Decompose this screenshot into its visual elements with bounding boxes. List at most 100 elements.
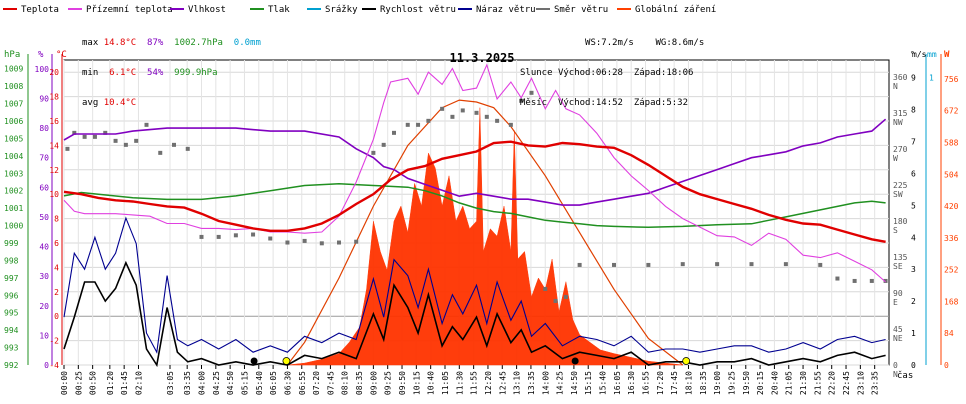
moon-moonset-marker (250, 357, 258, 365)
stats-min-temp: 6.1°C (109, 68, 137, 78)
wind-direction-dot (319, 241, 324, 246)
x-tick-label: 00:50 (89, 371, 98, 395)
wind-direction-dot (495, 118, 500, 123)
x-tick-label: 04:25 (212, 371, 221, 395)
stats-min-press: 999.9hPa (174, 68, 218, 78)
x-tick-label: 20:40 (770, 371, 779, 395)
wind-direction-dot (65, 146, 70, 151)
wind-direction-dot (371, 150, 376, 155)
x-tick-label: 18:10 (684, 371, 693, 395)
stats-max-press: 1002.7hPa (174, 38, 223, 48)
hpa-tick-label: 992 (4, 361, 19, 370)
stats-box: max 14.8°C 87% 1002.7hPa 0.0mm min 6.1°C… (82, 18, 261, 128)
x-tick-label: 16:30 (627, 371, 636, 395)
x-tick-label: 14:00 (541, 371, 550, 395)
pct-tick-label: 90 (39, 94, 49, 103)
chart-title: 11.3.2025 (449, 51, 514, 65)
hpa-tick-label: 994 (4, 326, 19, 335)
stats-max-label: max (82, 38, 99, 48)
x-tick-label: 12:20 (484, 371, 493, 395)
x-tick-label: 10:40 (427, 371, 436, 395)
wind-direction-dot (835, 276, 840, 281)
stats-min-hum: 54% (147, 68, 164, 78)
wind-direction-dot (749, 262, 754, 267)
stats-max-rain: 0.0mm (233, 38, 261, 48)
x-tick-label: 03:05 (166, 371, 175, 395)
ground-temp-line (63, 63, 886, 283)
x-tick-label: 00:00 (60, 371, 69, 395)
hpa-tick-label: 995 (4, 309, 19, 318)
x-tick-label: 18:35 (699, 371, 708, 395)
pct-tick-label: 50 (39, 213, 49, 222)
dir-tick-label: 360 (893, 73, 908, 82)
pct-tick-label: 30 (39, 272, 49, 281)
x-tick-label: 13:10 (513, 371, 522, 395)
c-tick-label: 4 (54, 263, 59, 272)
wind-direction-dot (646, 262, 651, 267)
wind-direction-dot (612, 262, 616, 267)
hpa-unit: hPa (4, 50, 20, 60)
c-tick-label: 12 (49, 166, 59, 175)
wind-direction-dot (251, 232, 256, 237)
ms-tick-label: 1 (911, 329, 916, 338)
x-tick-label: 05:15 (240, 371, 249, 395)
x-tick-label: 01:20 (106, 371, 115, 395)
x-tick-label: 08:10 (341, 371, 350, 395)
x-tick-label: 22:45 (842, 371, 851, 395)
c-tick-label: 0 (54, 312, 59, 321)
hpa-tick-label: 998 (4, 256, 19, 265)
dir-letter-label: NW (893, 118, 903, 127)
wind-direction-dot (680, 262, 685, 267)
hpa-tick-label: 1009 (4, 65, 23, 74)
c-tick-label: 18 (49, 93, 59, 102)
moonrise-value: Východ:14:52 (557, 98, 623, 108)
sun-row-sun: Slunce Východ:06:28 Západ:18:06 (520, 68, 704, 78)
x-tick-label: 20:15 (756, 371, 765, 395)
sunset-value: Západ:18:06 (633, 68, 694, 78)
dir-tick-label: 180 (893, 217, 908, 226)
x-tick-label: 17:20 (656, 371, 665, 395)
w-tick-label: 420 (944, 202, 959, 211)
clear-sky-radiation-line (286, 99, 684, 366)
x-tick-label: 04:00 (198, 371, 207, 395)
w-tick-label: 84 (944, 329, 954, 338)
ms-tick-label: 7 (911, 137, 916, 146)
w-tick-label: 672 (944, 107, 959, 116)
moon-moonrise-marker (571, 357, 579, 365)
c-unit: °C (56, 50, 67, 60)
pct-tick-label: 10 (39, 331, 49, 340)
wind-direction-dot (460, 108, 465, 113)
w-tick-label: 0 (944, 361, 949, 370)
wind-direction-dot (883, 278, 888, 283)
hpa-tick-label: 1001 (4, 204, 23, 213)
wind-direction-dot (440, 106, 445, 111)
wind-direction-dot (72, 130, 77, 135)
pct-unit: % (38, 50, 44, 60)
wind-direction-dot (715, 262, 720, 267)
wind-direction-dot (563, 294, 568, 299)
hpa-tick-label: 1002 (4, 187, 23, 196)
pct-tick-label: 70 (39, 154, 49, 163)
wind-direction-dot (185, 146, 190, 151)
ms-tick-label: 5 (911, 201, 916, 210)
wind-direction-dot (519, 98, 524, 103)
w-tick-label: 588 (944, 138, 959, 147)
x-tick-label: 06:55 (298, 371, 307, 395)
x-tick-label: 19:50 (742, 371, 751, 395)
mm-tick-label: 1 (929, 74, 934, 83)
ms-tick-label: 8 (911, 106, 916, 115)
time-axis-label: čas (897, 370, 913, 381)
wind-direction-dot (818, 262, 823, 267)
hpa-tick-label: 1005 (4, 134, 23, 143)
dir-tick-label: 90 (893, 289, 903, 298)
legend-label: Vlhkost (188, 5, 226, 15)
stats-max-temp: 14.8°C (103, 38, 137, 48)
x-tick-label: 12:45 (498, 371, 507, 395)
x-tick-label: 11:55 (470, 371, 479, 395)
wind-direction-dot (337, 240, 341, 245)
c-tick-label: 16 (49, 117, 59, 126)
x-tick-label: 17:45 (670, 371, 679, 395)
wind-direction-dot (113, 138, 118, 143)
c-tick-label: 6 (54, 239, 59, 248)
